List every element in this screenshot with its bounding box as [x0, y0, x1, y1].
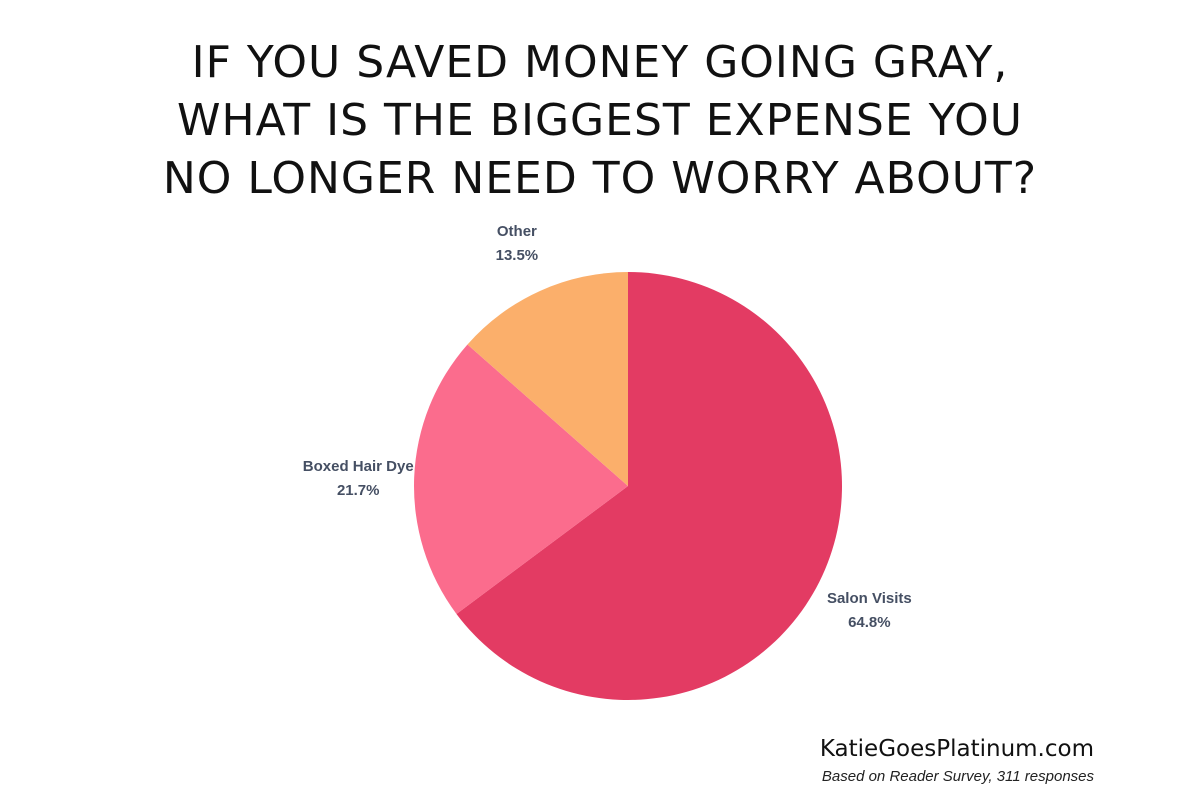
site-credit: KatieGoesPlatinum.com: [819, 736, 1094, 762]
slice-label-value: 21.7%: [337, 482, 380, 499]
slice-label-name: Boxed Hair Dye: [303, 458, 414, 475]
pie-slice-other: [467, 272, 628, 486]
chart-title: IF YOU SAVED MONEY GOING GRAY, WHAT IS T…: [0, 34, 1200, 208]
chart-title-line-1: IF YOU SAVED MONEY GOING GRAY,: [191, 37, 1009, 88]
slice-label-name: Salon Visits: [827, 590, 912, 607]
chart-title-line-3: NO LONGER NEED TO WORRY ABOUT?: [162, 153, 1038, 204]
slice-label-value: 64.8%: [848, 614, 891, 631]
pie-slice-salon-visits: [456, 272, 842, 701]
pie-slice-boxed-hair-dye: [413, 344, 628, 614]
source-note: Based on Reader Survey, 311 responses: [821, 768, 1094, 785]
footer: KatieGoesPlatinum.com Based on Reader Su…: [820, 734, 1094, 788]
slice-label-value: 13.5%: [496, 247, 539, 264]
slice-label-name: Other: [497, 223, 537, 240]
chart-title-line-2: WHAT IS THE BIGGEST EXPENSE YOU: [177, 95, 1023, 146]
